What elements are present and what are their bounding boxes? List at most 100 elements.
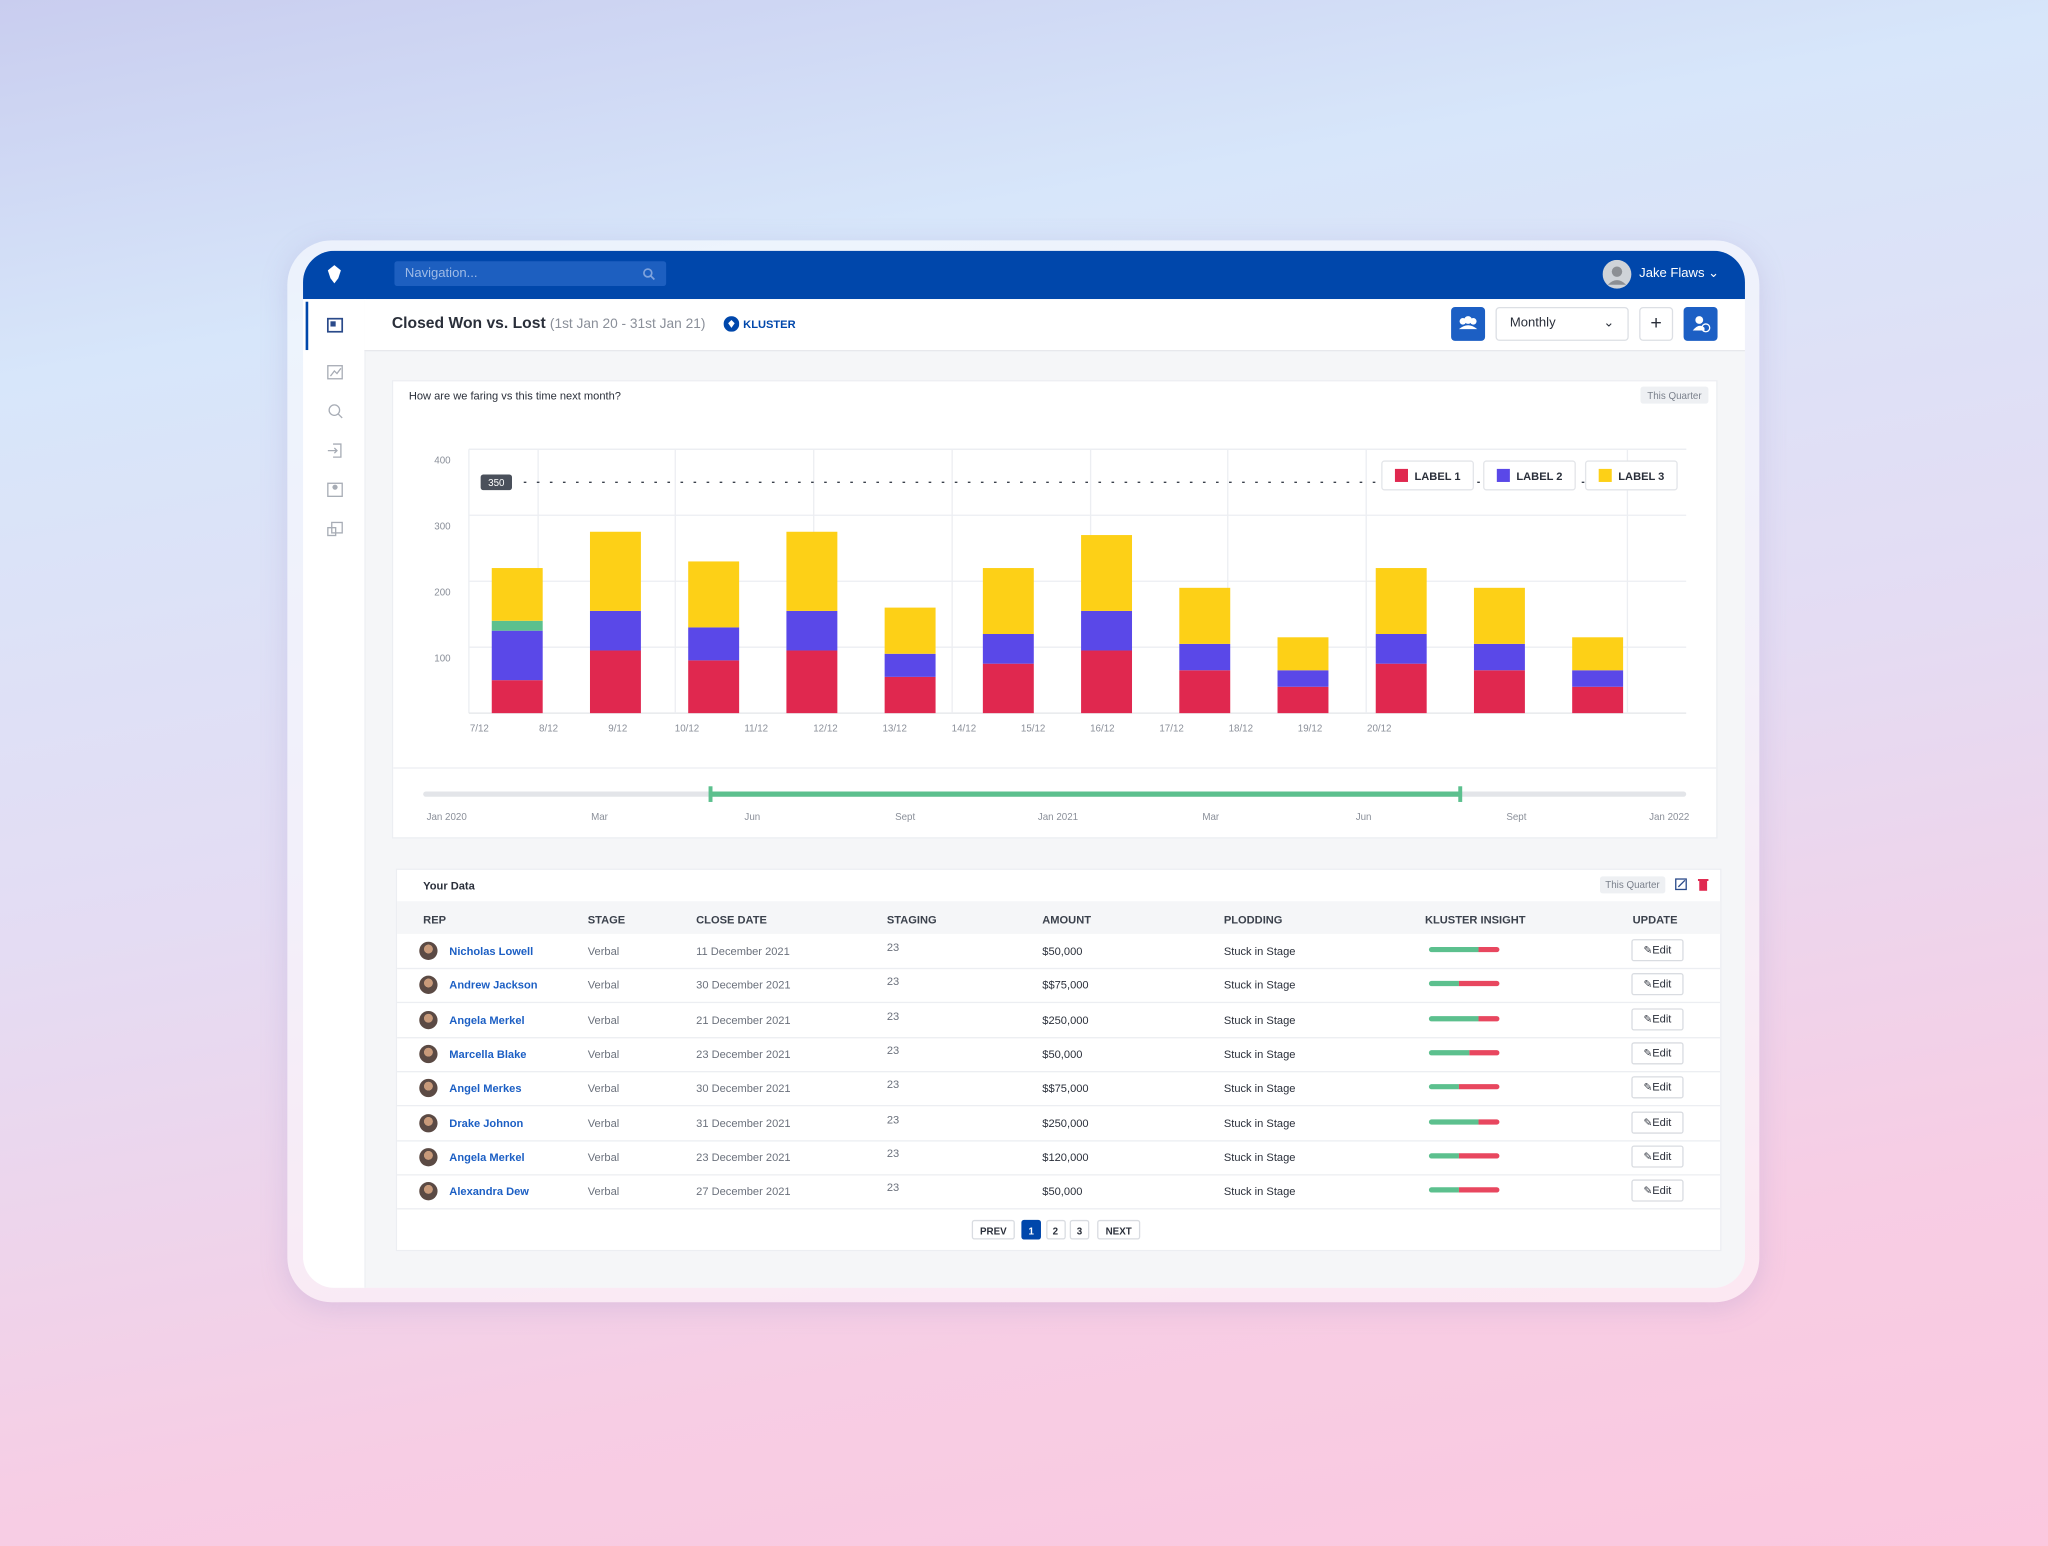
edit-button[interactable]: ✎Edit	[1631, 1076, 1684, 1099]
rep-name[interactable]: Drake Johnon	[449, 1116, 524, 1130]
edit-label: Edit	[1652, 1046, 1672, 1060]
row-divider	[397, 1173, 1721, 1176]
x-tick-label: 14/12	[952, 723, 976, 734]
slider-label: Sept	[895, 812, 915, 823]
team-button[interactable]	[1451, 306, 1486, 341]
edit-button[interactable]: ✎Edit	[1631, 973, 1684, 996]
rep-name[interactable]: Angela Merkel	[449, 1150, 525, 1164]
insight-won	[1428, 946, 1479, 953]
add-button[interactable]: +	[1639, 306, 1674, 341]
column-header: STAGING	[886, 912, 937, 927]
avatar	[419, 1182, 438, 1201]
bar-segment	[982, 568, 1034, 634]
edit-button[interactable]: ✎Edit	[1631, 1042, 1684, 1065]
prev-button[interactable]: PREV	[971, 1219, 1015, 1240]
row-divider	[397, 1002, 1721, 1004]
brand-badge[interactable]: KLUSTER	[743, 317, 796, 331]
table-filter[interactable]: This Quarter	[1599, 876, 1665, 894]
bar-segment	[884, 607, 936, 654]
avatar	[419, 1079, 438, 1098]
bar-segment	[1572, 686, 1624, 714]
cell-plodding: Stuck in Stage	[1223, 1081, 1296, 1095]
table-actions[interactable]	[1674, 878, 1713, 894]
legend-box[interactable]	[1584, 460, 1678, 491]
edit-icon: ✎	[1643, 944, 1653, 957]
cell-staging: 23	[886, 974, 900, 988]
bar-segment	[884, 676, 936, 714]
sidebar-icons[interactable]	[326, 317, 345, 565]
cell-close-date: 11 December 2021	[696, 944, 790, 958]
insight-won	[1428, 1187, 1459, 1193]
legend-box[interactable]	[1381, 460, 1474, 491]
bar-segment	[982, 663, 1034, 714]
slider-handle[interactable]	[1458, 786, 1463, 802]
slider-label: Mar	[591, 812, 609, 823]
cell-close-date: 23 December 2021	[696, 1150, 791, 1164]
filter-label: This Quarter	[1647, 391, 1702, 402]
edit-button[interactable]: ✎Edit	[1631, 1007, 1684, 1030]
filter-chip[interactable]	[1640, 386, 1709, 404]
rep-name[interactable]: Angela Merkel	[449, 1013, 525, 1027]
page-button[interactable]: 3	[1069, 1219, 1090, 1240]
target-label: 350	[488, 478, 505, 489]
bar-segment	[1572, 670, 1624, 687]
search-icon	[643, 268, 655, 281]
bar-segment	[589, 610, 641, 651]
column-header: AMOUNT	[1042, 912, 1092, 927]
search-placeholder: Navigation...	[404, 266, 478, 281]
active-indicator	[305, 301, 309, 351]
page-title: Closed Won vs. Lost	[391, 313, 546, 332]
page-button[interactable]: 2	[1045, 1219, 1066, 1240]
edit-button[interactable]: ✎Edit	[1631, 1179, 1684, 1202]
insight-lost	[1478, 1015, 1500, 1021]
slider-handle[interactable]	[708, 786, 713, 802]
x-tick-label: 15/12	[1021, 723, 1045, 734]
cell-plodding: Stuck in Stage	[1223, 944, 1296, 958]
cell-stage: Verbal	[587, 1150, 620, 1164]
rep-name[interactable]: Angel Merkes	[449, 1081, 522, 1095]
legend-box[interactable]	[1483, 460, 1576, 491]
sidebar	[303, 299, 366, 1288]
rep-name[interactable]: Alexandra Dew	[449, 1184, 529, 1198]
cell-amount: $50,000	[1042, 1184, 1083, 1198]
x-tick-label: 18/12	[1229, 723, 1253, 734]
edit-button[interactable]: ✎Edit	[1631, 939, 1684, 962]
user-menu[interactable]: Jake Flaws ⌄	[1639, 266, 1720, 281]
table-title: Your Data	[423, 879, 475, 893]
cell-amount: $250,000	[1042, 1013, 1089, 1027]
cell-stage: Verbal	[587, 1184, 620, 1198]
next-button[interactable]: NEXT	[1097, 1219, 1141, 1240]
brand-icon	[723, 316, 740, 332]
column-header: UPDATE	[1632, 912, 1678, 927]
slider-range[interactable]	[710, 791, 1461, 797]
x-tick-label: 9/12	[608, 723, 627, 734]
edit-button[interactable]: ✎Edit	[1631, 1145, 1684, 1168]
cell-close-date: 23 December 2021	[696, 1047, 791, 1061]
chart: How are we faring vs this time next mont…	[393, 386, 1717, 823]
add-user-button[interactable]	[1683, 306, 1718, 341]
rep-name[interactable]: Nicholas Lowell	[449, 944, 534, 958]
slider-label: Mar	[1202, 812, 1220, 823]
bar-segment	[491, 680, 543, 714]
search-box[interactable]: Navigation...	[394, 261, 667, 287]
cell-stage: Verbal	[587, 1013, 620, 1027]
period-dropdown[interactable]: Monthly ⌄	[1495, 306, 1629, 341]
user-avatar[interactable]	[1602, 259, 1634, 291]
bar-segment	[884, 653, 936, 677]
x-tick-label: 8/12	[539, 723, 558, 734]
edit-label: Edit	[1652, 1080, 1672, 1094]
rep-name[interactable]: Andrew Jackson	[449, 978, 538, 992]
avatar	[419, 1044, 438, 1064]
edit-icon: ✎	[1643, 1184, 1653, 1197]
x-tick-label: 10/12	[675, 723, 699, 734]
x-tick-label: 11/12	[744, 723, 768, 734]
edit-button[interactable]: ✎Edit	[1631, 1110, 1684, 1134]
row-divider	[397, 1070, 1721, 1073]
y-tick-label: 300	[434, 522, 451, 533]
cell-amount: $50,000	[1042, 1047, 1083, 1061]
cell-staging: 23	[886, 1112, 900, 1126]
insight-lost	[1458, 1084, 1500, 1090]
rep-name[interactable]: Marcella Blake	[449, 1047, 527, 1061]
page-button[interactable]: 1	[1021, 1219, 1041, 1240]
